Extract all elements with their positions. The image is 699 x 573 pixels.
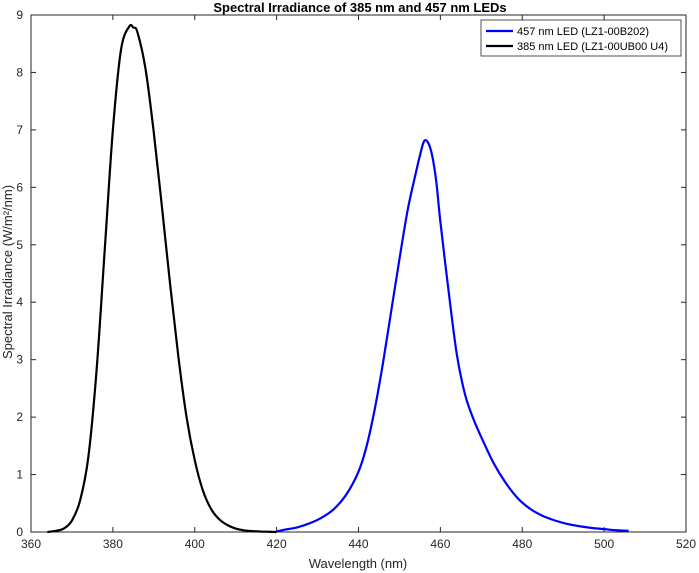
x-tick-label: 420 <box>267 537 287 551</box>
y-tick-label: 2 <box>16 410 23 424</box>
x-tick-label: 480 <box>512 537 532 551</box>
y-tick-label: 0 <box>16 525 23 539</box>
legend-label: 385 nm LED (LZ1-00UB00 U4) <box>517 41 668 53</box>
y-axis-label: Spectral Irradiance (W/m²/nm) <box>0 185 15 359</box>
y-tick-label: 1 <box>16 468 23 482</box>
y-tick-label: 5 <box>16 238 23 252</box>
x-tick-label: 520 <box>676 537 696 551</box>
x-axis-label: Wavelength (nm) <box>309 556 408 571</box>
legend: 457 nm LED (LZ1-00B202) 385 nm LED (LZ1-0… <box>480 19 682 57</box>
y-tick-label: 3 <box>16 353 23 367</box>
y-tick-label: 7 <box>16 123 23 137</box>
y-tick-label: 9 <box>16 8 23 22</box>
x-tick-label: 460 <box>430 537 450 551</box>
x-tick-label: 360 <box>21 537 41 551</box>
x-tick-label: 440 <box>348 537 368 551</box>
series-lines <box>47 23 629 534</box>
series-line-457nm <box>276 139 629 533</box>
x-tick-label: 400 <box>185 537 205 551</box>
y-tick-label: 4 <box>16 295 23 309</box>
legend-label: 457 nm LED (LZ1-00B202) <box>517 26 649 38</box>
x-tick-label: 500 <box>594 537 614 551</box>
legend-box <box>480 19 682 57</box>
y-tick-label: 8 <box>16 65 23 79</box>
axes: 360 380 400 420 440 460 480 500 520 0 1 2 3 4 5 6 7 8 9 <box>16 8 696 551</box>
chart-title: Spectral Irradiance of 385 nm and 457 nm… <box>213 0 506 15</box>
series-line-385nm <box>47 23 277 534</box>
y-tick-label: 6 <box>16 180 23 194</box>
x-tick-label: 380 <box>103 537 123 551</box>
